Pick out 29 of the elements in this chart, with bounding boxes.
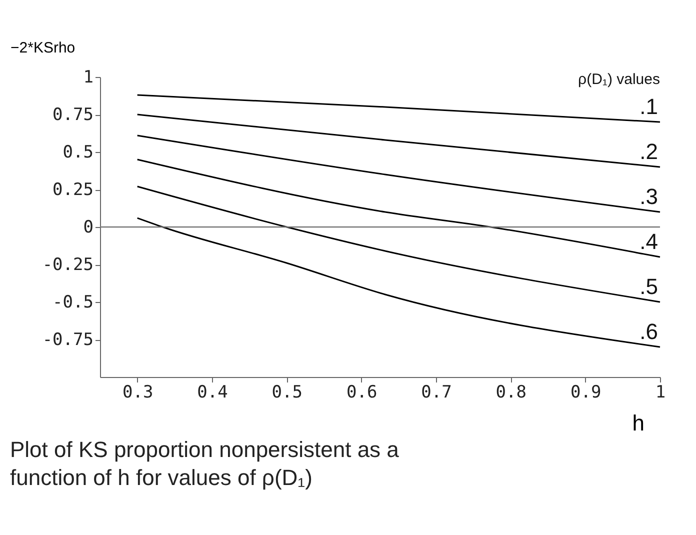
text: Plot of KS proportion nonpersistent as a function of h for values of ρ(D₁) — [10, 437, 400, 490]
legend-title: ρ(D₁) values — [578, 71, 660, 88]
x-tick-label: 0.9 — [570, 382, 602, 402]
line-series — [136, 158, 661, 258]
line-series — [136, 186, 661, 303]
y-tick-label: -0.5 — [52, 292, 94, 312]
y-tick-label: 0.25 — [52, 180, 94, 200]
series-label: .6 — [640, 319, 658, 344]
y-axis-title: −2*KSrho — [10, 40, 76, 56]
y-tick-label: 0.75 — [52, 105, 94, 125]
y-tick-label: 0.5 — [62, 142, 94, 162]
x-axis-title: h — [632, 410, 644, 436]
x-tick-label: 0.6 — [346, 382, 378, 402]
x-tick-label: 0.7 — [421, 382, 452, 402]
x-tick-label: 0.5 — [272, 382, 303, 402]
series-label: .3 — [640, 184, 658, 209]
series-label: .5 — [640, 274, 658, 299]
x-tick-label: 0.4 — [197, 382, 228, 402]
line-series — [136, 217, 661, 348]
series-label: .4 — [640, 229, 658, 254]
series-label: .2 — [640, 139, 658, 164]
x-tick-label: 1 — [655, 382, 666, 402]
y-tick-label: -0.25 — [42, 255, 94, 275]
series-label: .1 — [640, 94, 658, 119]
y-tick-label: -0.75 — [42, 330, 94, 350]
y-tick-label: 1 — [83, 68, 94, 88]
x-tick-label: 0.3 — [122, 382, 154, 402]
x-tick-label: 0.8 — [496, 382, 527, 402]
y-tick-label: 0 — [83, 218, 94, 238]
